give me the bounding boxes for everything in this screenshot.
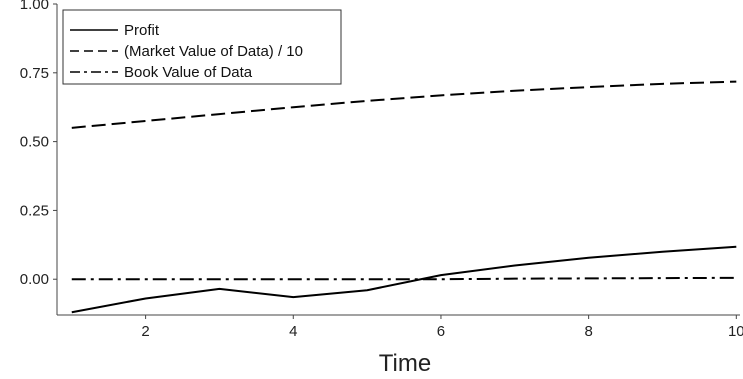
y-tick-label: 1.00	[20, 0, 49, 13]
series-lines	[71, 80, 737, 314]
legend: Profit (Market Value of Data) / 10 Book Va…	[62, 9, 342, 85]
legend-box	[62, 9, 342, 85]
x-tick-label: 6	[437, 323, 445, 340]
series-line-dashed	[71, 80, 737, 129]
y-tick-label: 0.75	[20, 65, 49, 82]
y-tick-label: 0.00	[20, 271, 49, 288]
x-tick-label: 8	[584, 323, 592, 340]
y-tick-label: 0.50	[20, 134, 49, 151]
x-tick-label: 2	[141, 323, 149, 340]
x-tick-label: 10	[728, 323, 743, 340]
legend-label: Book Value of Data	[124, 64, 253, 81]
axis-ticks: 2 4 6 8 10 0.00 0.25 0.50 0.75 1.00	[20, 0, 743, 340]
series-line-solid	[71, 245, 737, 314]
legend-label: (Market Value of Data) / 10	[124, 43, 303, 60]
axes	[56, 4, 740, 316]
x-axis-title: Time	[379, 350, 431, 377]
legend-label: Profit	[124, 22, 160, 39]
series-line-dashdot	[71, 276, 737, 281]
x-tick-label: 4	[289, 323, 297, 340]
y-tick-label: 0.25	[20, 202, 49, 219]
